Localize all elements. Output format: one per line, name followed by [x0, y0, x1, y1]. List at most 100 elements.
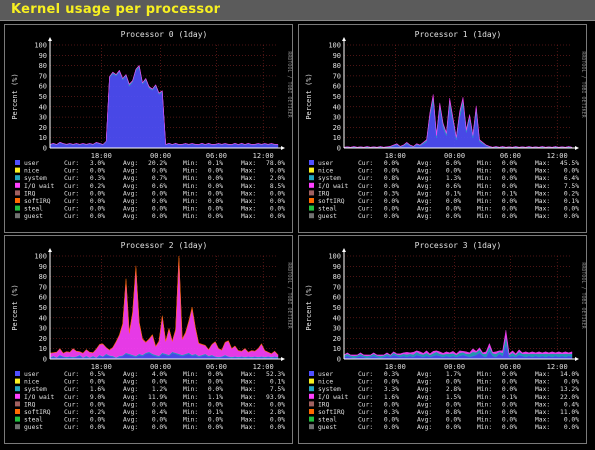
legend-swatch-guest — [15, 424, 20, 430]
legend-stat-label: Min: — [183, 417, 198, 424]
legend-value-cur: 0.0% — [384, 198, 399, 205]
legend-value-avg: 0.0% — [152, 417, 167, 424]
legend-swatch-steal — [309, 205, 314, 211]
legend-stat-label: Avg: — [123, 175, 138, 182]
legend-value-avg: 11.9% — [148, 394, 167, 401]
legend-value-cur: 0.2% — [90, 183, 105, 190]
legend-label: I/O wait — [318, 183, 349, 190]
legend-label: guest — [24, 213, 43, 220]
legend-value-max: 0.0% — [270, 168, 285, 175]
x-axis-arrow — [575, 357, 579, 361]
legend-value-min: 0.0% — [208, 371, 223, 378]
y-tick-label: 50 — [39, 304, 47, 312]
legend-stat-label: Avg: — [123, 424, 138, 431]
legend-stat-label: Cur: — [358, 198, 373, 205]
legend-value-min: 0.0% — [208, 401, 223, 408]
legend-stat-label: Avg: — [123, 206, 138, 213]
legend-stat-label: Min: — [183, 379, 198, 386]
legend-stat-label: Avg: — [123, 401, 138, 408]
y-tick-label: 20 — [333, 124, 341, 132]
legend-label: guest — [24, 424, 43, 431]
y-tick-label: 100 — [328, 253, 341, 261]
x-tick-label: 18:00 — [91, 363, 112, 371]
legend-stat-label: Cur: — [64, 190, 79, 197]
legend-value-min: 0.0% — [502, 371, 517, 378]
legend-label: nice — [24, 379, 39, 386]
y-tick-label: 60 — [39, 294, 47, 302]
legend-value-min: 0.0% — [208, 183, 223, 190]
legend-value-avg: 1.7% — [446, 371, 461, 378]
legend-value-min: 0.0% — [208, 190, 223, 197]
legend-swatch-irq — [15, 190, 20, 196]
legend-label: guest — [318, 424, 337, 431]
legend-value-max: 0.0% — [564, 424, 579, 431]
legend-stat-label: Max: — [535, 175, 550, 182]
legend-stat-label: Avg: — [123, 190, 138, 197]
legend-value-min: 0.1% — [502, 190, 517, 197]
legend-value-cur: 0.0% — [90, 168, 105, 175]
y-tick-label: 20 — [39, 124, 47, 132]
legend-label: steal — [24, 417, 43, 424]
chart-panel-processor-1: Processor 1 (1day) Percent (%) RRDTOOL / T… — [298, 24, 587, 233]
chart-title: Processor 1 (1day) — [415, 30, 502, 39]
legend-value-avg: 2.8% — [446, 386, 461, 393]
legend-stat-label: Avg: — [417, 371, 432, 378]
legend-value-cur: 0.0% — [384, 206, 399, 213]
legend-value-max: 0.0% — [564, 213, 579, 220]
legend-value-avg: 0.0% — [152, 401, 167, 408]
legend-stat-label: Min: — [477, 386, 492, 393]
legend-value-max: 0.0% — [564, 417, 579, 424]
legend-stat-label: Max: — [241, 168, 256, 175]
legend-swatch-steal — [15, 416, 20, 422]
legend-swatch-softirq — [15, 198, 20, 203]
legend-swatch-system — [15, 386, 20, 392]
legend-stat-label: Avg: — [123, 213, 138, 220]
y-axis-label: Percent (%) — [305, 73, 313, 119]
legend-value-cur: 0.3% — [384, 190, 399, 197]
legend-value-avg: 1.3% — [446, 175, 461, 182]
legend-label: user — [24, 160, 39, 167]
legend-stat-label: Avg: — [417, 160, 432, 167]
series-area-i-o-wait — [343, 330, 573, 357]
legend-value-avg: 0.0% — [446, 424, 461, 431]
y-tick-label: 30 — [39, 114, 47, 122]
legend-value-cur: 0.0% — [384, 417, 399, 424]
y-tick-label: 90 — [39, 263, 47, 271]
legend-value-avg: 0.6% — [152, 183, 167, 190]
y-tick-label: 50 — [333, 93, 341, 101]
legend-stat-label: Avg: — [123, 168, 138, 175]
chart-panel-processor-0: Processor 0 (1day) Percent (%) RRDTOOL / T… — [4, 24, 293, 233]
legend-stat-label: Max: — [241, 424, 256, 431]
y-tick-label: 40 — [333, 314, 341, 322]
legend-stat-label: Cur: — [64, 394, 79, 401]
legend-stat-label: Cur: — [358, 160, 373, 167]
legend-value-max: 0.0% — [270, 417, 285, 424]
legend-label: guest — [318, 213, 337, 220]
legend-value-max: 0.0% — [270, 424, 285, 431]
legend-label: softIRQ — [318, 198, 345, 205]
x-tick-label: 12:00 — [547, 363, 568, 371]
x-axis-arrow — [281, 146, 285, 150]
legend-value-cur: 0.0% — [384, 160, 399, 167]
legend-stat-label: Max: — [535, 424, 550, 431]
legend-stat-label: Max: — [535, 183, 550, 190]
legend-label: system — [318, 175, 341, 182]
legend-value-max: 0.0% — [564, 206, 579, 213]
legend-stat-label: Cur: — [358, 371, 373, 378]
series-area-softirq — [49, 255, 279, 356]
legend-value-cur: 0.8% — [384, 175, 399, 182]
legend-stat-label: Max: — [535, 160, 550, 167]
x-axis-arrow — [575, 146, 579, 150]
y-tick-label: 80 — [39, 273, 47, 281]
legend-stat-label: Cur: — [358, 379, 373, 386]
legend-stat-label: Avg: — [417, 168, 432, 175]
legend-value-max: 0.1% — [270, 379, 285, 386]
legend-value-min: 0.0% — [502, 175, 517, 182]
legend-stat-label: Avg: — [417, 401, 432, 408]
legend-value-avg: 0.0% — [152, 213, 167, 220]
legend-value-min: 0.1% — [208, 409, 223, 416]
y-tick-label: 30 — [333, 325, 341, 333]
legend-stat-label: Max: — [241, 198, 256, 205]
x-tick-label: 00:00 — [150, 363, 171, 371]
y-tick-label: 0 — [337, 356, 341, 364]
